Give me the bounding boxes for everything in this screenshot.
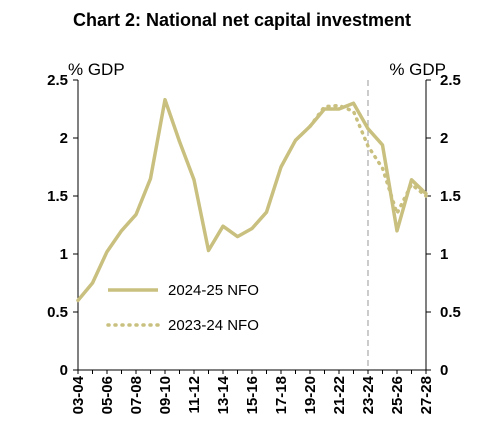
legend: 2024-25 NFO 2023-24 NFO xyxy=(106,282,259,334)
x-tick-label: 21-22 xyxy=(331,376,348,414)
x-tick-label: 05-06 xyxy=(99,376,116,414)
legend-label-1: 2023-24 NFO xyxy=(168,317,259,334)
y-tick-label-right: 2.5 xyxy=(440,72,461,89)
x-tick-label: 25-26 xyxy=(389,376,406,414)
y-tick-label-left: 2.5 xyxy=(47,72,68,89)
y-tick-label-right: 1.5 xyxy=(440,188,461,205)
x-tick-label: 03-04 xyxy=(70,375,87,414)
series-line-0 xyxy=(76,97,428,303)
x-tick-label: 07-08 xyxy=(128,376,145,414)
x-tick-label: 11-12 xyxy=(186,376,203,414)
x-tick-label: 09-10 xyxy=(157,376,174,414)
x-tick-label: 17-18 xyxy=(273,376,290,414)
y-tick-label-left: 0.5 xyxy=(47,304,68,321)
series-lines xyxy=(76,97,428,303)
chart-title: Chart 2: National net capital investment xyxy=(72,10,412,30)
y-tick-label-left: 2 xyxy=(60,130,68,147)
y-tick-label-left: 0 xyxy=(60,362,68,379)
series-line-1 xyxy=(308,103,428,216)
y-unit-label-left: % GDP xyxy=(68,60,125,79)
x-tick-label: 19-20 xyxy=(302,376,319,414)
x-tick-label: 15-16 xyxy=(244,376,261,414)
x-tick-label: 13-14 xyxy=(215,375,232,414)
y-tick-label-right: 2 xyxy=(440,130,448,147)
y-tick-label-right: 0.5 xyxy=(440,304,461,321)
x-tick-label: 23-24 xyxy=(360,375,377,414)
legend-label-0: 2024-25 NFO xyxy=(168,282,259,299)
y-tick-label-right: 1 xyxy=(440,246,448,263)
y-tick-label-right: 0 xyxy=(440,362,448,379)
y-tick-label-left: 1 xyxy=(60,246,68,263)
x-tick-label: 27-28 xyxy=(418,376,435,414)
y-unit-label-right: % GDP xyxy=(389,60,446,79)
y-tick-label-left: 1.5 xyxy=(47,188,68,205)
